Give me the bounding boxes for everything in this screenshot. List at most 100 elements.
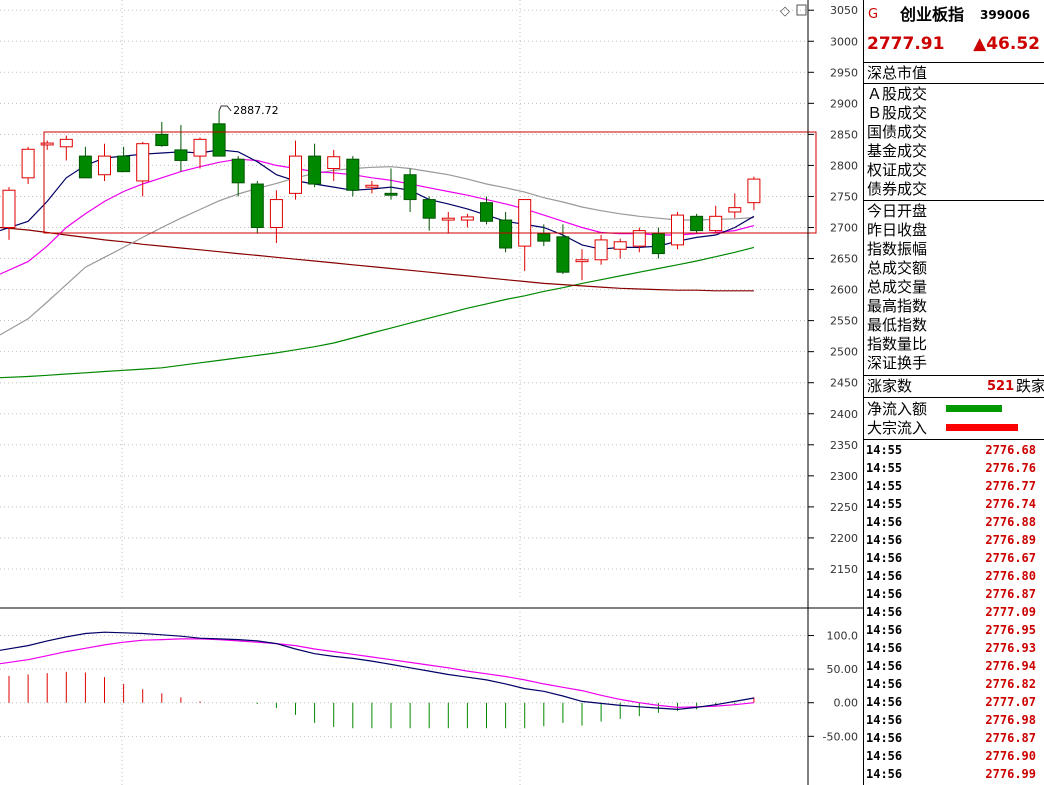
y-tick-label: 2800 bbox=[830, 159, 858, 172]
tick-time: 14:55 bbox=[866, 497, 903, 511]
candle-up bbox=[59, 138, 73, 148]
candle-down bbox=[212, 123, 226, 157]
candle bbox=[690, 213, 704, 234]
candle-up bbox=[632, 230, 646, 247]
stat-row: 总成交额 bbox=[864, 259, 1044, 278]
candle-up bbox=[575, 259, 589, 263]
candle-up bbox=[709, 215, 723, 232]
y-tick-label: 2450 bbox=[830, 377, 858, 390]
candle bbox=[518, 199, 532, 271]
tick-row: 14:56 2776.67 bbox=[864, 549, 1044, 567]
candle-down bbox=[384, 192, 398, 196]
turnover-row: 权证成交 bbox=[864, 161, 1044, 180]
stat-label: 总成交量 bbox=[867, 278, 928, 296]
candle-down bbox=[117, 155, 131, 173]
tick-time: 14:56 bbox=[866, 569, 903, 583]
kline-chart[interactable]: 2887.72 3050 3000 2950 2900 2850 2800 2750 2700… bbox=[0, 0, 863, 785]
tick-price: 2776.87 bbox=[985, 587, 1036, 601]
y-tick-label: 2750 bbox=[830, 190, 858, 203]
tick-row: 14:56 2776.89 bbox=[864, 531, 1044, 549]
stat-row: 指数量比 bbox=[864, 335, 1044, 354]
tick-row: 14:55 2776.68 bbox=[864, 441, 1044, 459]
price-axis: 3050 3000 2950 2900 2850 2800 2750 2700 2650 2600… bbox=[808, 4, 858, 576]
candle bbox=[78, 146, 92, 179]
tick-price: 2776.80 bbox=[985, 569, 1036, 583]
candle bbox=[40, 140, 54, 150]
candle-up bbox=[269, 199, 283, 228]
candle bbox=[193, 137, 207, 169]
macd-axis: 100.0 50.00 0.00 -50.00 bbox=[808, 630, 859, 743]
tick-price: 2776.94 bbox=[985, 659, 1036, 673]
candle bbox=[59, 135, 73, 161]
candle-up bbox=[327, 156, 341, 170]
moving-average-lines bbox=[0, 149, 755, 379]
macd-pane bbox=[0, 631, 808, 737]
tick-price: 2776.89 bbox=[985, 533, 1036, 547]
market-marker: G bbox=[868, 7, 879, 22]
candle bbox=[403, 168, 417, 212]
tick-time: 14:55 bbox=[866, 443, 903, 457]
index-code: 399006 bbox=[980, 8, 1031, 22]
candle-down bbox=[556, 236, 570, 273]
tick-price: 2776.90 bbox=[985, 749, 1036, 763]
y-tick-label: 3000 bbox=[830, 35, 858, 48]
candle-up bbox=[518, 199, 532, 247]
candle bbox=[384, 168, 398, 200]
net-inflow-label: 净流入额 bbox=[867, 400, 928, 418]
turnover-row: 基金成交 bbox=[864, 142, 1044, 161]
stat-row: 最低指数 bbox=[864, 316, 1044, 335]
diamond-icon[interactable]: ◇ bbox=[780, 4, 790, 19]
y-tick-label: 2150 bbox=[830, 563, 858, 576]
candlestick-series bbox=[2, 110, 761, 281]
y-tick-label: 2250 bbox=[830, 501, 858, 514]
tick-row: 14:56 2776.90 bbox=[864, 747, 1044, 765]
square-icon[interactable] bbox=[796, 4, 807, 16]
ma-mid-line bbox=[0, 158, 755, 275]
tick-price: 2776.88 bbox=[985, 515, 1036, 529]
candle-down bbox=[308, 155, 322, 185]
stat-label: 总成交额 bbox=[867, 259, 928, 277]
candle-up bbox=[728, 207, 742, 213]
tick-price: 2776.93 bbox=[985, 641, 1036, 655]
stat-row: 昨日收盘 bbox=[864, 221, 1044, 240]
candle bbox=[346, 156, 360, 197]
turnover-label: Ａ股成交 bbox=[867, 85, 928, 103]
candle-down bbox=[690, 215, 704, 232]
macd-y-tick-label: 100.0 bbox=[827, 630, 859, 643]
candle bbox=[21, 146, 35, 185]
candle-down bbox=[155, 133, 169, 147]
y-tick-label: 2300 bbox=[830, 470, 858, 483]
macd-y-tick-label: 50.00 bbox=[827, 663, 859, 676]
candle-down bbox=[480, 202, 493, 222]
decline-label: 跌家 bbox=[1016, 377, 1044, 395]
tick-row: 14:55 2776.76 bbox=[864, 459, 1044, 477]
tick-price: 2776.82 bbox=[985, 677, 1036, 691]
candle-down bbox=[651, 233, 665, 255]
macd-dif-line bbox=[0, 631, 755, 711]
tick-time: 14:56 bbox=[866, 713, 903, 727]
candle-down bbox=[174, 149, 188, 161]
block-inflow-label: 大宗流入 bbox=[867, 419, 928, 437]
tick-price: 2776.99 bbox=[985, 767, 1036, 781]
index-name: 创业板指 bbox=[900, 5, 965, 24]
candle-up bbox=[671, 214, 684, 246]
turnover-row: Ｂ股成交 bbox=[864, 104, 1044, 123]
block-inflow-bar bbox=[946, 424, 1018, 431]
selection-box[interactable] bbox=[43, 131, 817, 234]
tick-row: 14:56 2776.87 bbox=[864, 585, 1044, 603]
tick-row: 14:56 2776.93 bbox=[864, 639, 1044, 657]
stat-row: 今日开盘 bbox=[864, 202, 1044, 221]
candle-down bbox=[250, 183, 264, 229]
y-tick-label: 2900 bbox=[830, 97, 858, 110]
candle bbox=[613, 238, 627, 259]
turnover-label: 基金成交 bbox=[867, 142, 928, 160]
candle bbox=[575, 249, 589, 281]
macd-y-tick-label: -50.00 bbox=[823, 730, 858, 743]
macd-dea-line bbox=[0, 638, 754, 709]
turnover-row: Ａ股成交 bbox=[864, 85, 1044, 104]
ma-long-line bbox=[0, 166, 754, 336]
tick-row: 14:56 2776.95 bbox=[864, 621, 1044, 639]
candle bbox=[728, 193, 742, 219]
ma-xlong-line bbox=[0, 246, 755, 379]
y-tick-label: 2400 bbox=[830, 408, 858, 421]
